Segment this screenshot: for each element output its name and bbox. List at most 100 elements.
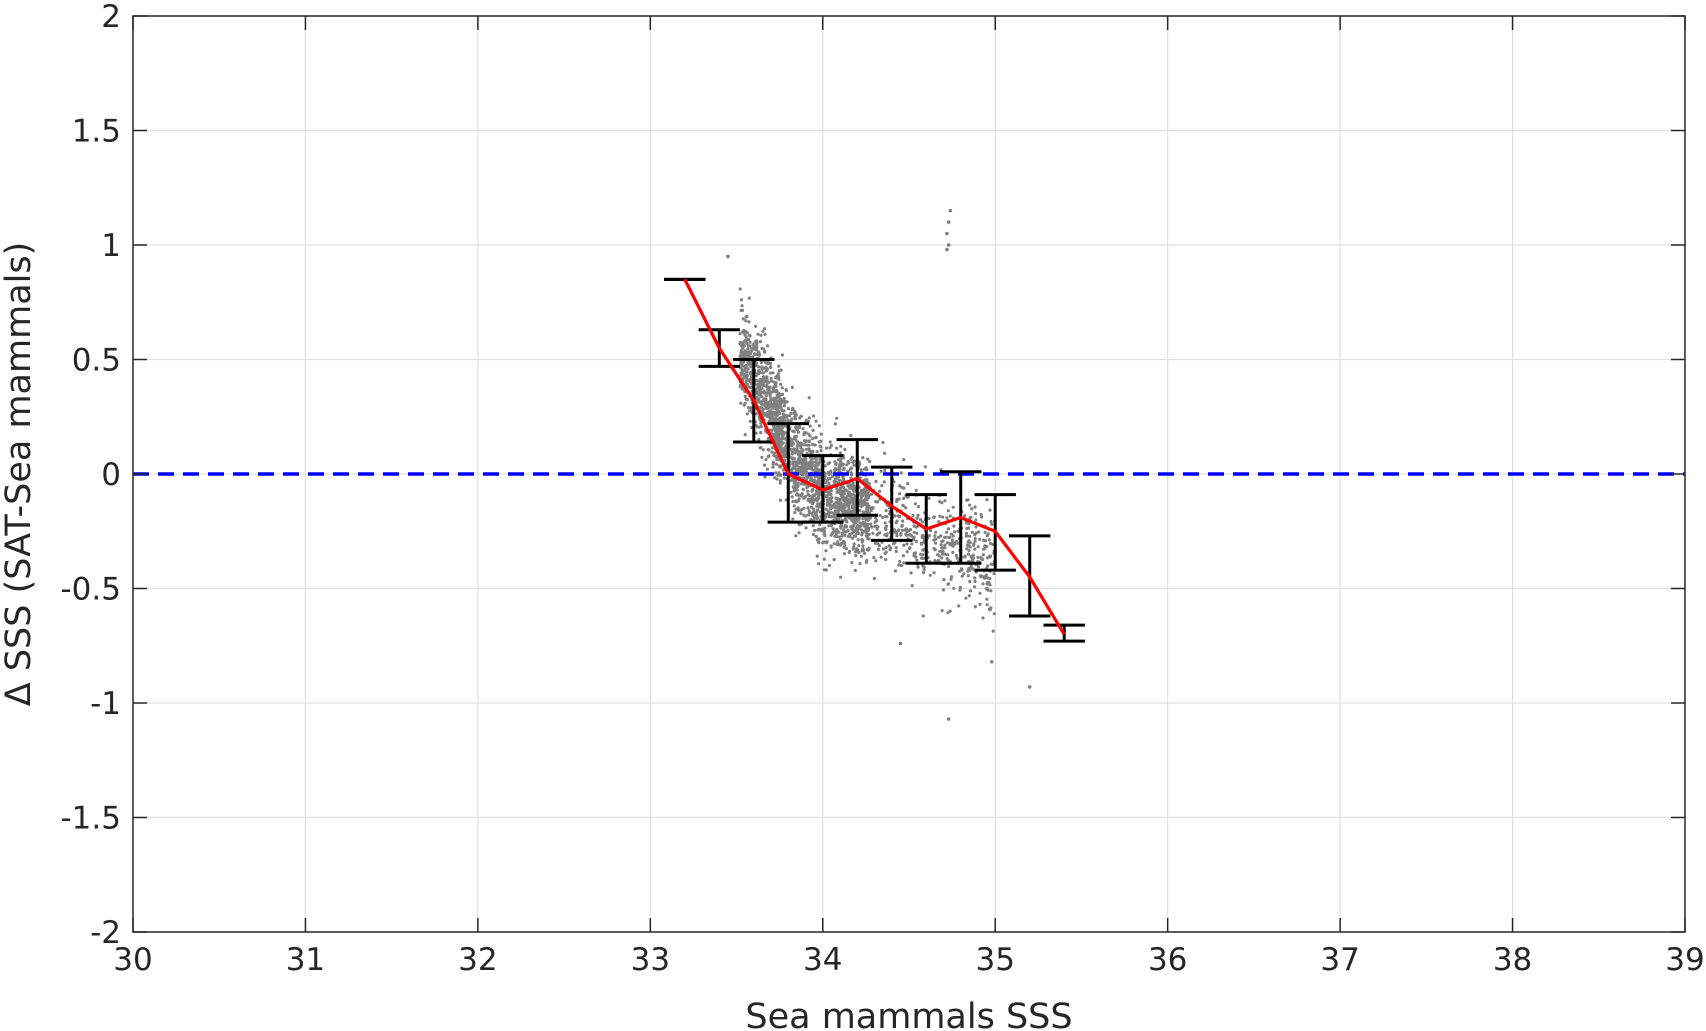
scatter-point [910, 542, 914, 546]
scatter-point [840, 534, 844, 538]
scatter-point [871, 506, 875, 510]
scatter-point [859, 468, 863, 472]
x-tick-label: 38 [1493, 942, 1532, 978]
scatter-point [824, 507, 828, 511]
scatter-point [849, 467, 853, 471]
scatter-point [825, 540, 829, 544]
scatter-point [957, 604, 961, 608]
scatter-point [848, 486, 852, 490]
scatter-point [919, 518, 923, 522]
scatter-point [894, 549, 898, 554]
scatter-point [842, 545, 846, 549]
scatter-point [811, 414, 816, 418]
scatter-point [806, 489, 810, 493]
scatter-point [901, 554, 906, 558]
scatter-point [951, 534, 955, 538]
scatter-point [796, 506, 800, 510]
scatter-point [833, 505, 837, 509]
scatter-point [882, 480, 886, 484]
scatter-point [841, 494, 845, 498]
scatter-point [815, 504, 819, 508]
scatter-point [757, 393, 761, 397]
scatter-point [853, 520, 857, 525]
scatter-point [747, 320, 751, 324]
scatter-point [763, 332, 767, 336]
scatter-point [933, 534, 937, 538]
scatter-point [965, 521, 969, 525]
scatter-point [754, 324, 758, 328]
scatter-point [912, 530, 916, 534]
scatter-point [986, 564, 990, 568]
x-tick-label: 34 [803, 942, 842, 978]
scatter-point [874, 500, 878, 504]
scatter-point [807, 396, 811, 400]
scatter-point [807, 416, 811, 420]
scatter-point-outlier [898, 641, 903, 646]
scatter-point [943, 499, 947, 503]
scatter-point [769, 428, 773, 432]
scatter-point [817, 562, 821, 566]
scatter-point [850, 519, 854, 523]
scatter-point [762, 377, 766, 381]
scatter-point [883, 468, 887, 473]
scatter-point [948, 609, 952, 613]
scatter-point [985, 582, 989, 586]
scatter-point [869, 508, 873, 513]
scatter-point [797, 430, 801, 434]
scatter-point [834, 463, 838, 467]
scatter-point [979, 575, 983, 579]
scatter-point [805, 447, 809, 451]
scatter-point [992, 612, 996, 616]
scatter-point [741, 330, 745, 334]
scatter-point [959, 567, 964, 571]
scatter-point [833, 460, 837, 464]
scatter-point [799, 414, 803, 418]
scatter-point [755, 348, 759, 352]
scatter-point [773, 476, 777, 480]
scatter-point [899, 532, 903, 536]
scatter-point [943, 535, 947, 540]
scatter-point [865, 498, 869, 502]
scatter-point [809, 499, 813, 503]
scatter-point [865, 548, 869, 552]
scatter-point [815, 461, 819, 465]
scatter-point [830, 499, 834, 504]
scatter-point [778, 498, 783, 502]
scatter-point [860, 540, 864, 544]
x-tick-label: 32 [458, 942, 497, 978]
scatter-point [817, 424, 821, 428]
scatter-point [805, 443, 809, 447]
scatter-point [811, 449, 815, 453]
scatter-point [802, 439, 807, 443]
scatter-point [780, 392, 785, 396]
scatter-point [816, 528, 820, 532]
scatter-point [764, 458, 768, 462]
scatter-point [839, 497, 843, 501]
scatter-point [905, 542, 909, 546]
scatter-point [871, 531, 875, 535]
scatter-point [767, 448, 771, 452]
scatter-point [817, 505, 822, 509]
scatter-point [838, 486, 843, 490]
scatter-point [884, 546, 888, 550]
scatter-point [973, 547, 977, 551]
scatter-point [767, 411, 772, 415]
scatter-point [813, 528, 817, 533]
scatter-point [794, 417, 798, 421]
scatter-point [946, 527, 951, 531]
scatter-point [858, 509, 862, 513]
scatter-point [822, 557, 827, 561]
scatter-point [770, 390, 774, 394]
mean-line-path [683, 278, 1066, 636]
scatter-point [760, 367, 764, 371]
scatter-point [898, 559, 902, 564]
scatter-point [900, 524, 904, 528]
scatter-point [933, 559, 937, 563]
scatter-point [782, 476, 787, 480]
scatter-point [974, 531, 978, 535]
scatter-point [842, 528, 846, 532]
scatter-point [807, 440, 812, 444]
scatter-point [755, 339, 759, 343]
scatter-point [767, 403, 771, 407]
scatter-point [791, 457, 795, 461]
